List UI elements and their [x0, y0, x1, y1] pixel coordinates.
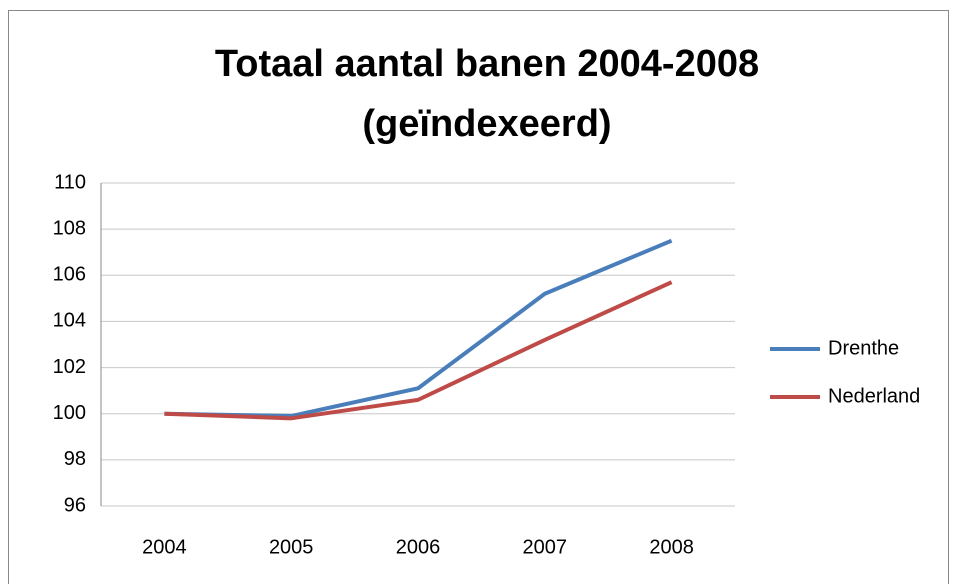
- y-tick-label: 104: [53, 310, 86, 332]
- y-tick-label: 102: [53, 356, 86, 378]
- x-tick-label: 2008: [649, 536, 694, 558]
- chart-border: [8, 10, 949, 584]
- y-tick-label: 96: [64, 494, 86, 516]
- x-tick-label: 2005: [269, 536, 314, 558]
- chart-subtitle: (geïndexeerd): [362, 103, 611, 145]
- y-tick-label: 108: [53, 217, 86, 239]
- x-tick-label: 2006: [396, 536, 441, 558]
- y-tick-label: 98: [64, 448, 86, 470]
- x-tick-label: 2004: [142, 536, 187, 558]
- x-tick-label: 2007: [523, 536, 568, 558]
- legend-label: Drenthe: [828, 337, 899, 359]
- legend-label: Nederland: [828, 385, 920, 407]
- y-tick-label: 106: [53, 264, 86, 286]
- y-tick-label: 110: [54, 171, 86, 193]
- y-tick-label: 100: [53, 402, 86, 424]
- series-line: [164, 280, 673, 421]
- chart-title: Totaal aantal banen 2004-2008: [215, 43, 759, 85]
